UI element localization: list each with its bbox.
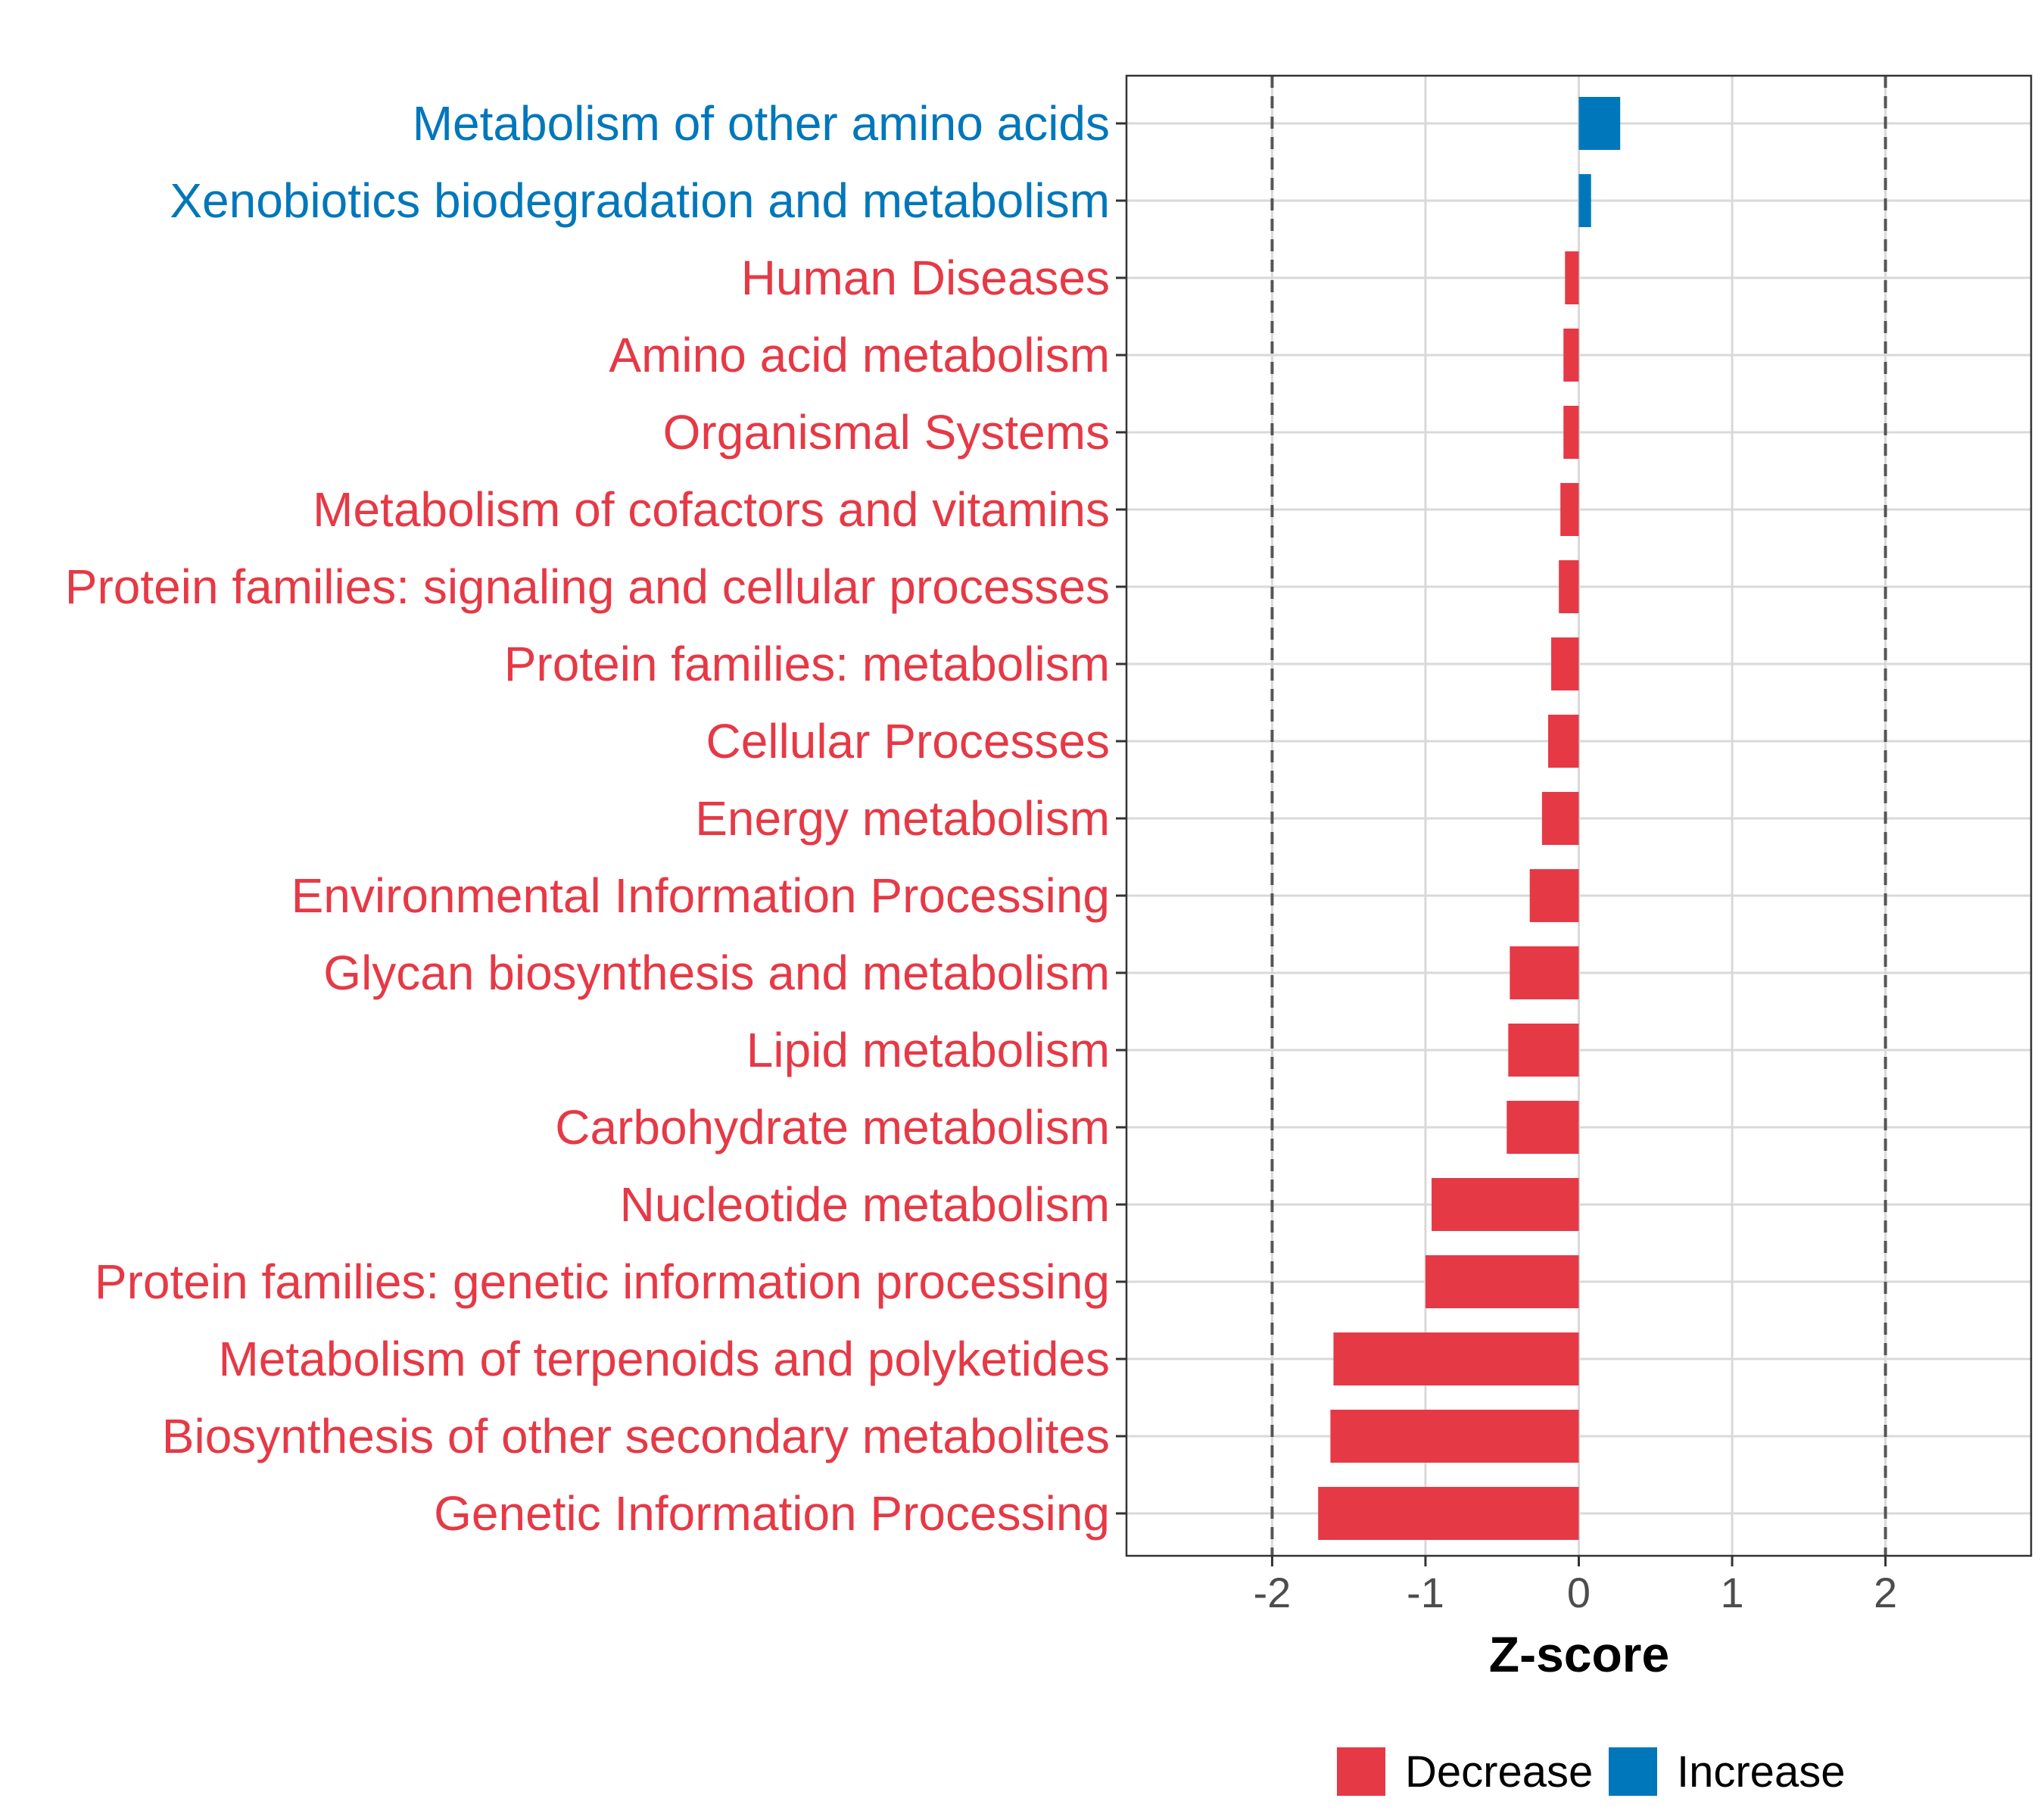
x-tick-label-4: 2 — [1874, 1569, 1897, 1616]
bar-19 — [1318, 1487, 1579, 1540]
category-label-15: Nucleotide metabolism — [620, 1177, 1110, 1232]
x-tick-label-2: 0 — [1567, 1569, 1591, 1616]
category-label-3: Human Diseases — [741, 251, 1110, 305]
bar-12 — [1510, 946, 1579, 999]
category-label-2: Xenobiotics biodegradation and metabolis… — [170, 173, 1110, 228]
bar-15 — [1432, 1178, 1579, 1231]
bars — [1318, 97, 1621, 1540]
category-label-17: Metabolism of terpenoids and polyketides — [218, 1332, 1110, 1386]
x-axis-title: Z-score — [1489, 1626, 1669, 1682]
bar-16 — [1425, 1255, 1579, 1308]
bar-7 — [1559, 560, 1579, 613]
reference-lines — [1270, 76, 1887, 1556]
legend: Decrease Increase — [1337, 1747, 1845, 1797]
category-label-12: Glycan biosynthesis and metabolism — [323, 946, 1110, 1000]
bar-17 — [1333, 1332, 1579, 1385]
bar-2 — [1578, 174, 1591, 227]
bar-14 — [1507, 1101, 1579, 1154]
bar-6 — [1560, 483, 1579, 536]
x-axis-ticks: -2 -1 0 1 2 — [1254, 1556, 1897, 1616]
bar-1 — [1578, 97, 1621, 150]
bar-8 — [1551, 637, 1579, 690]
category-label-16: Protein families: genetic information pr… — [95, 1254, 1110, 1309]
y-axis-ticks — [1116, 122, 1126, 1515]
category-labels: Metabolism of other amino acids Xenobioti… — [65, 96, 1110, 1541]
legend-label-increase: Increase — [1677, 1747, 1845, 1797]
legend-label-decrease: Decrease — [1405, 1747, 1593, 1797]
legend-swatch-decrease — [1337, 1747, 1385, 1796]
category-label-8: Protein families: metabolism — [504, 637, 1110, 691]
category-label-9: Cellular Processes — [706, 714, 1110, 768]
category-label-7: Protein families: signaling and cellular… — [65, 559, 1110, 614]
category-label-6: Metabolism of cofactors and vitamins — [313, 482, 1110, 537]
category-label-18: Biosynthesis of other secondary metaboli… — [162, 1409, 1110, 1463]
category-label-5: Organismal Systems — [663, 405, 1110, 460]
category-label-14: Carbohydrate metabolism — [555, 1100, 1110, 1155]
bar-5 — [1563, 406, 1579, 459]
category-label-11: Environmental Information Processing — [291, 868, 1110, 923]
category-label-1: Metabolism of other amino acids — [413, 96, 1110, 151]
x-tick-label-3: 1 — [1720, 1569, 1743, 1616]
bar-10 — [1541, 792, 1579, 845]
bar-13 — [1508, 1024, 1579, 1077]
x-tick-label-1: -1 — [1407, 1569, 1444, 1616]
bar-3 — [1565, 251, 1579, 304]
category-label-13: Lipid metabolism — [746, 1023, 1110, 1077]
category-label-10: Energy metabolism — [695, 791, 1110, 846]
x-tick-label-0: -2 — [1254, 1569, 1292, 1616]
bar-18 — [1330, 1410, 1579, 1463]
bar-11 — [1529, 869, 1579, 922]
bar-9 — [1547, 715, 1579, 768]
category-label-19: Genetic Information Processing — [434, 1486, 1110, 1541]
bar-4 — [1563, 329, 1579, 382]
category-label-4: Amino acid metabolism — [609, 328, 1110, 382]
legend-swatch-increase — [1609, 1747, 1657, 1796]
